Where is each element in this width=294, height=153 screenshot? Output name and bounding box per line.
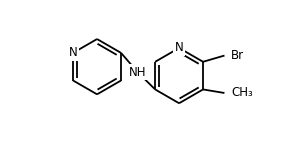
Text: Br: Br bbox=[231, 49, 244, 62]
Text: N: N bbox=[175, 41, 183, 54]
Text: NH: NH bbox=[129, 65, 147, 78]
Text: N: N bbox=[69, 46, 78, 59]
Text: CH₃: CH₃ bbox=[232, 86, 253, 99]
